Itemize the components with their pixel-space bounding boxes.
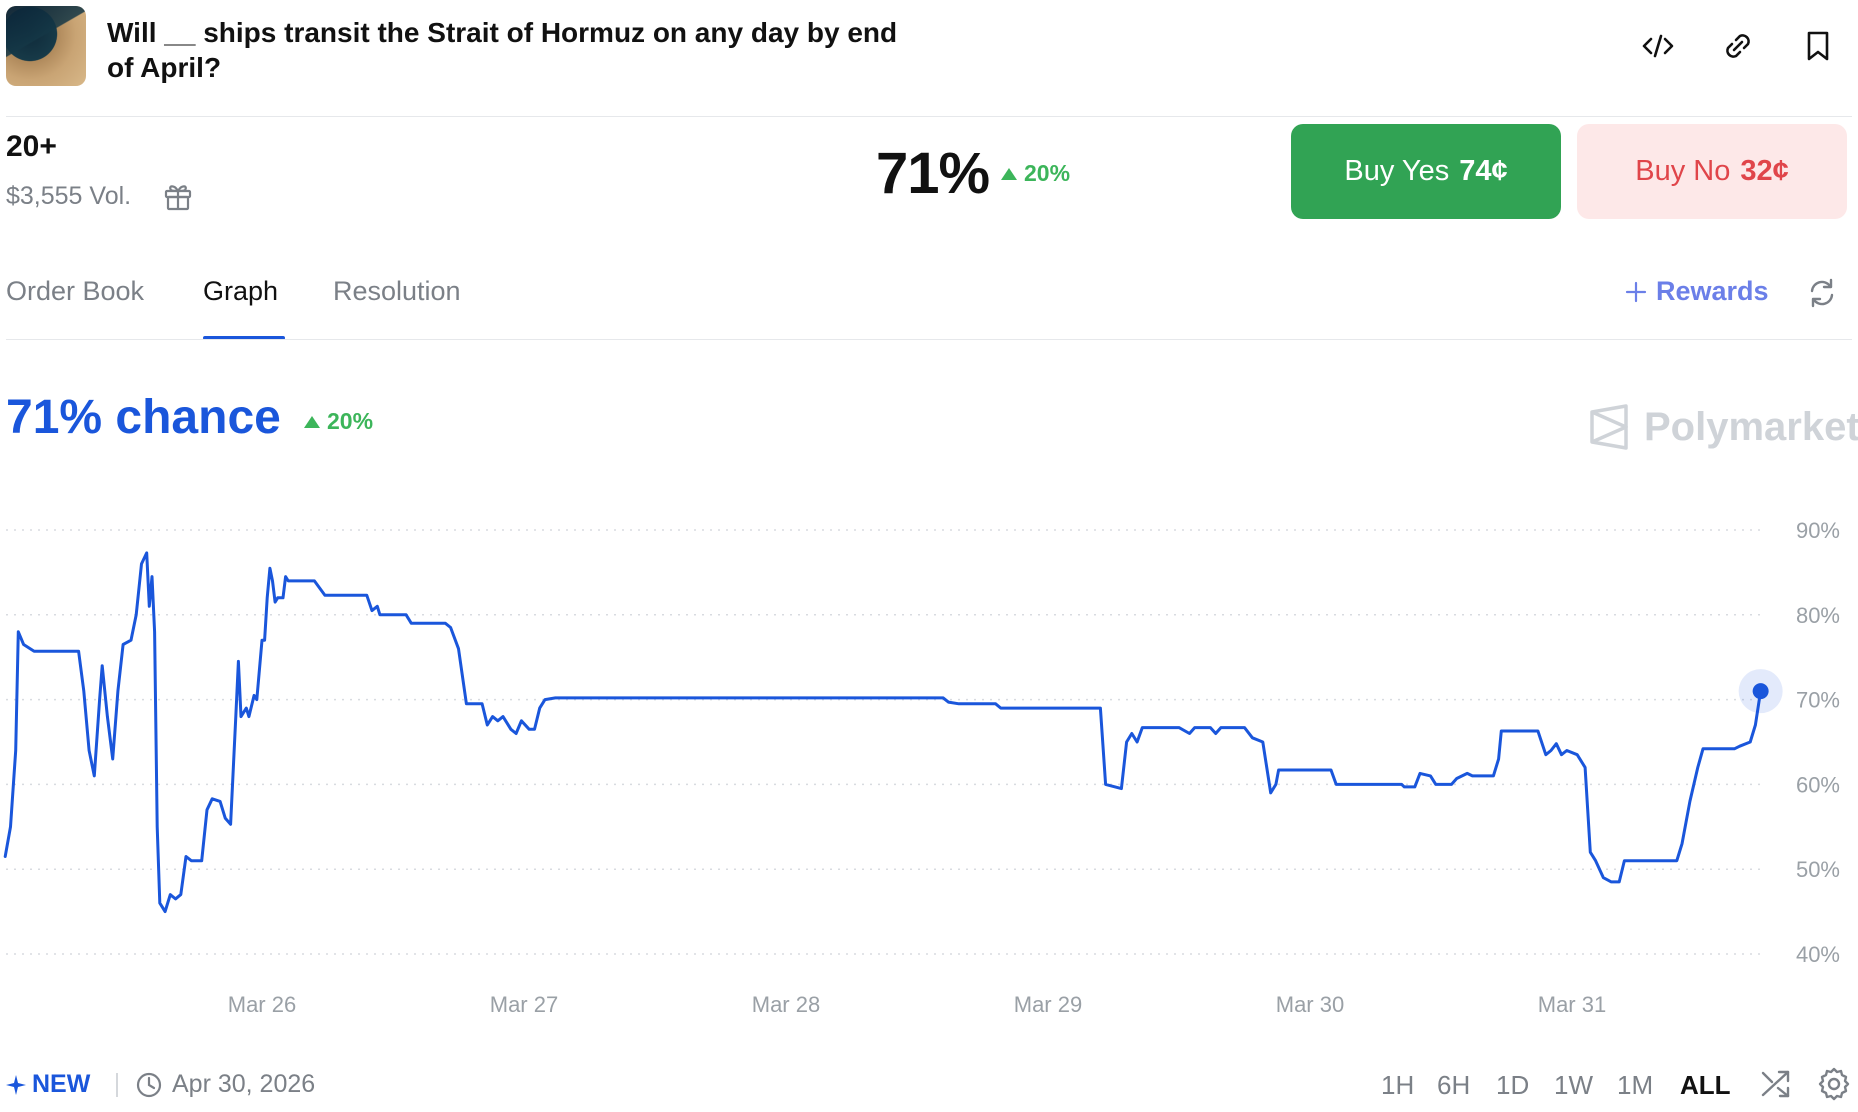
end-date-text: Apr 30, 2026 [172,1070,316,1098]
range-1m[interactable]: 1M [1617,1070,1654,1100]
tab-graph[interactable]: Graph [203,276,279,306]
y-tick-label: 90% [1796,518,1840,543]
chance-change-value: 20% [327,408,374,434]
y-tick-label: 60% [1796,772,1840,797]
y-tick-label: 70% [1796,688,1840,713]
chance-headline: 71% chance [6,391,281,444]
range-all[interactable]: ALL [1680,1070,1731,1100]
x-axis-ticks: Mar 26 Mar 27 Mar 28 Mar 29 Mar 30 Mar 31 [228,992,1606,1017]
bookmark-icon[interactable] [1798,26,1838,66]
polymarket-logo-icon [1590,404,1628,450]
y-tick-label: 80% [1796,603,1840,628]
range-6h[interactable]: 6H [1437,1070,1471,1100]
embed-code-icon[interactable] [1638,26,1678,66]
chart-grid [6,529,1765,955]
tabs-divider [6,339,1852,340]
buy-no-label: Buy No [1635,155,1731,187]
buy-yes-label: Buy Yes [1344,155,1450,187]
y-tick-label: 40% [1796,942,1840,967]
volume-text: $3,555 Vol. [6,182,132,210]
market-thumbnail [6,6,86,86]
refresh-icon[interactable] [1805,276,1839,310]
x-tick-label: Mar 27 [490,992,558,1017]
x-tick-label: Mar 29 [1014,992,1082,1017]
tab-resolution[interactable]: Resolution [333,276,461,306]
rewards-label: Rewards [1656,276,1769,306]
new-label: NEW [32,1070,91,1098]
price-change-value: 20% [1024,160,1071,186]
buy-yes-price: 74¢ [1459,155,1508,187]
link-icon[interactable] [1718,26,1758,66]
up-triangle-icon [304,415,320,428]
current-price: 71% [876,141,990,206]
settings-gear-icon[interactable] [1816,1066,1852,1102]
rewards-button[interactable]: Rewards [1624,276,1769,307]
chance-change: 20% [303,408,373,435]
range-1d[interactable]: 1D [1496,1070,1530,1100]
market-title: Will __ ships transit the Strait of Horm… [107,17,898,83]
plus-icon [1625,281,1647,302]
x-tick-label: Mar 26 [228,992,296,1017]
buy-no-price: 32¢ [1740,155,1789,187]
polymarket-watermark: Polymarket [1588,404,1858,450]
outcome-label: 20+ [6,130,57,163]
shuffle-icon[interactable] [1758,1066,1794,1102]
buy-yes-button[interactable]: Buy Yes 74¢ [1291,124,1561,219]
current-point[interactable] [1752,683,1769,700]
active-tab-indicator [203,336,285,340]
header-divider [6,116,1852,117]
y-axis-ticks: 90% 80% 70% 60% 50% 40% [1796,518,1840,967]
x-tick-label: Mar 31 [1538,992,1606,1017]
gift-icon[interactable] [162,180,194,212]
buy-no-button[interactable]: Buy No 32¢ [1577,124,1847,219]
y-tick-label: 50% [1796,857,1840,882]
brand-name: Polymarket [1644,404,1858,449]
end-date: Apr 30, 2026 [136,1070,315,1099]
price-chart[interactable]: 90%80%70%60%50%40% Mar 26 Mar 27 Mar 28 Mar… [0,480,1858,1020]
x-tick-label: Mar 28 [752,992,820,1017]
x-tick-label: Mar 30 [1276,992,1344,1017]
price-change: 20% [1000,160,1070,187]
range-1w[interactable]: 1W [1554,1070,1593,1100]
new-badge: NEW [6,1070,90,1099]
tab-order-book[interactable]: Order Book [6,276,145,306]
range-1h[interactable]: 1H [1381,1070,1415,1100]
clock-icon [136,1072,162,1097]
footer-separator [116,1073,118,1097]
price-series-line [3,551,1763,914]
sparkle-icon [6,1074,26,1095]
up-triangle-icon [1001,167,1017,180]
